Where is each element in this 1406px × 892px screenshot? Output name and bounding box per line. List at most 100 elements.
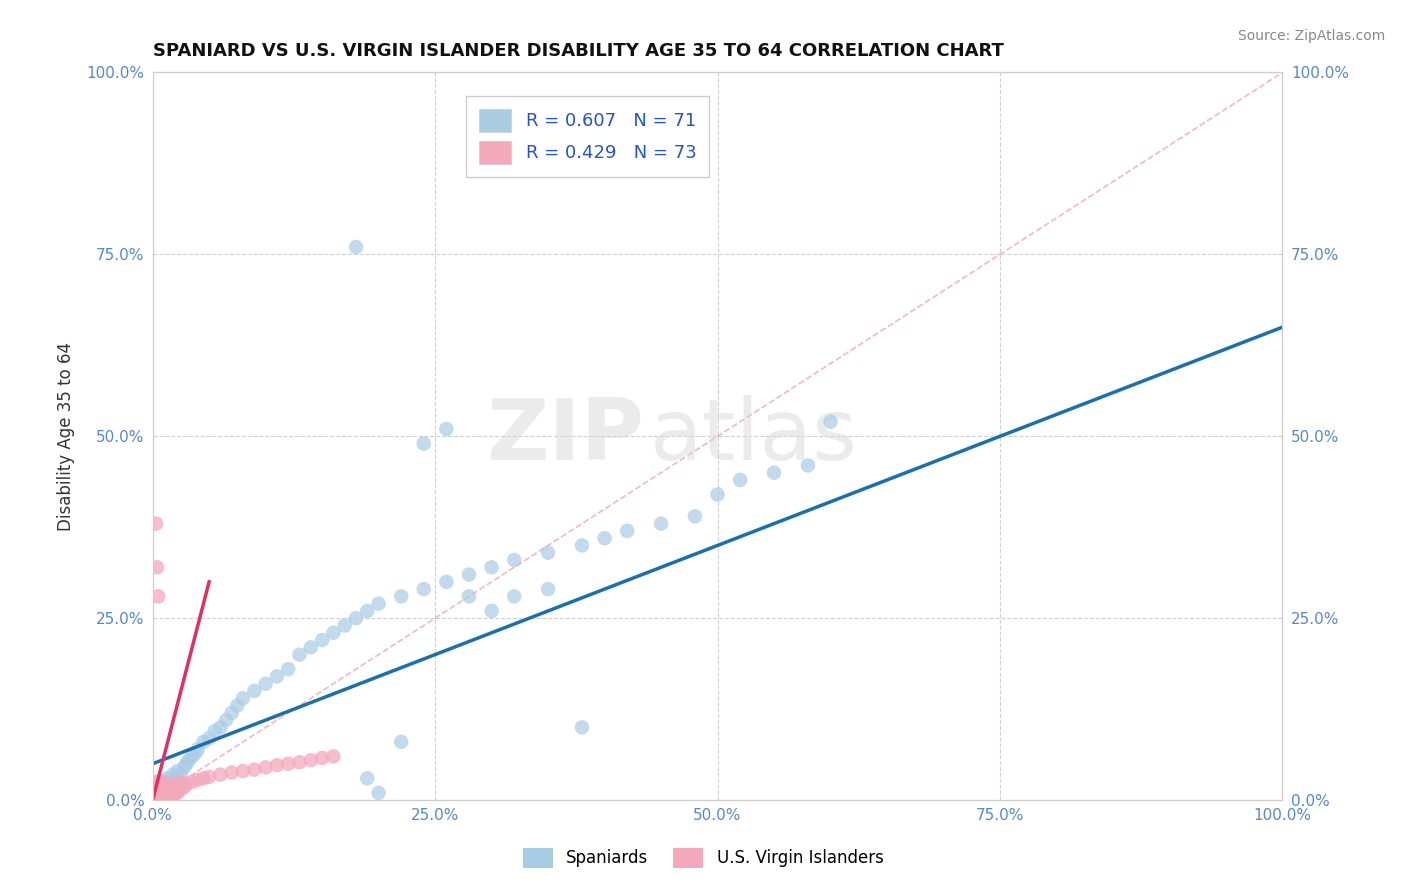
Point xyxy=(537,546,560,560)
Point xyxy=(176,777,198,791)
Point xyxy=(166,786,188,800)
Point xyxy=(177,753,200,767)
Point xyxy=(458,590,481,604)
Point xyxy=(145,782,167,797)
Point xyxy=(481,560,503,574)
Text: atlas: atlas xyxy=(650,395,858,478)
Point xyxy=(193,735,215,749)
Point xyxy=(159,780,181,794)
Point xyxy=(155,782,177,797)
Point xyxy=(146,779,169,793)
Y-axis label: Disability Age 35 to 64: Disability Age 35 to 64 xyxy=(58,342,75,531)
Point xyxy=(163,787,186,801)
Point xyxy=(162,786,184,800)
Point xyxy=(344,240,367,254)
Point xyxy=(165,786,187,800)
Point xyxy=(458,567,481,582)
Point xyxy=(153,779,176,793)
Point xyxy=(170,775,193,789)
Point xyxy=(145,516,167,531)
Point xyxy=(226,698,249,713)
Text: ZIP: ZIP xyxy=(486,395,644,478)
Point xyxy=(299,753,322,767)
Point xyxy=(156,772,179,786)
Point xyxy=(683,509,706,524)
Point xyxy=(170,782,193,797)
Point xyxy=(288,756,311,770)
Point xyxy=(157,789,180,804)
Point xyxy=(209,767,232,781)
Point xyxy=(650,516,672,531)
Point xyxy=(763,466,786,480)
Point xyxy=(153,784,176,798)
Point xyxy=(277,756,299,771)
Point xyxy=(322,749,344,764)
Point xyxy=(155,789,177,804)
Point xyxy=(146,789,169,804)
Point xyxy=(148,590,170,604)
Point xyxy=(184,746,207,760)
Point xyxy=(146,782,169,797)
Point xyxy=(503,553,526,567)
Text: Source: ZipAtlas.com: Source: ZipAtlas.com xyxy=(1237,29,1385,43)
Point xyxy=(571,720,593,734)
Point xyxy=(160,780,183,794)
Point xyxy=(266,758,288,772)
Point xyxy=(187,742,209,756)
Point xyxy=(163,780,186,794)
Point xyxy=(152,786,174,800)
Point xyxy=(148,782,170,797)
Point xyxy=(165,777,187,791)
Point xyxy=(311,751,333,765)
Point xyxy=(165,772,187,786)
Point xyxy=(153,775,176,789)
Point xyxy=(150,789,173,804)
Point xyxy=(277,662,299,676)
Point xyxy=(166,779,188,793)
Point xyxy=(145,786,167,800)
Point xyxy=(159,789,181,804)
Point xyxy=(162,779,184,793)
Point xyxy=(288,648,311,662)
Point xyxy=(156,780,179,794)
Legend: Spaniards, U.S. Virgin Islanders: Spaniards, U.S. Virgin Islanders xyxy=(516,841,890,875)
Point xyxy=(797,458,820,473)
Point xyxy=(356,604,378,618)
Point xyxy=(150,782,173,797)
Point xyxy=(243,763,266,777)
Point xyxy=(148,775,170,789)
Point xyxy=(146,560,169,574)
Point xyxy=(159,779,181,793)
Point xyxy=(148,787,170,801)
Point xyxy=(146,784,169,798)
Point xyxy=(157,782,180,797)
Point xyxy=(152,782,174,797)
Point xyxy=(232,691,254,706)
Point xyxy=(156,787,179,801)
Point xyxy=(159,775,181,789)
Point xyxy=(593,531,616,545)
Point xyxy=(254,760,277,774)
Point xyxy=(412,436,434,450)
Point xyxy=(142,786,165,800)
Point xyxy=(706,487,728,501)
Point xyxy=(143,779,166,793)
Point xyxy=(243,684,266,698)
Point xyxy=(266,669,288,683)
Point xyxy=(153,780,176,794)
Point xyxy=(232,764,254,778)
Point xyxy=(149,787,172,801)
Point xyxy=(159,787,181,801)
Point xyxy=(181,775,204,789)
Point xyxy=(150,784,173,798)
Point xyxy=(820,415,842,429)
Point xyxy=(537,582,560,596)
Point xyxy=(221,706,243,720)
Point xyxy=(254,676,277,690)
Point xyxy=(155,784,177,798)
Point xyxy=(389,590,412,604)
Point xyxy=(148,784,170,798)
Point xyxy=(150,779,173,793)
Point xyxy=(181,749,204,764)
Text: SPANIARD VS U.S. VIRGIN ISLANDER DISABILITY AGE 35 TO 64 CORRELATION CHART: SPANIARD VS U.S. VIRGIN ISLANDER DISABIL… xyxy=(153,42,1004,60)
